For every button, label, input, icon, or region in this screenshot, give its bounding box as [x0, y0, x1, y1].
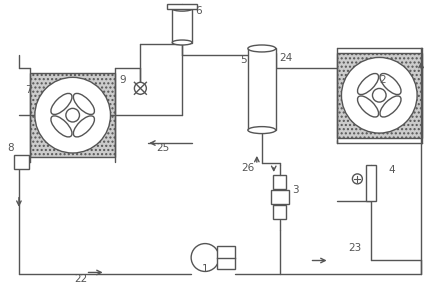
Circle shape: [66, 108, 79, 122]
Ellipse shape: [74, 93, 94, 114]
Text: 5: 5: [241, 56, 247, 65]
Ellipse shape: [172, 40, 192, 45]
Text: 7: 7: [26, 85, 32, 95]
Bar: [248, 48, 276, 130]
Ellipse shape: [248, 45, 276, 52]
Ellipse shape: [172, 6, 192, 11]
Circle shape: [191, 244, 219, 271]
Ellipse shape: [380, 96, 401, 117]
Text: 23: 23: [348, 242, 361, 253]
Ellipse shape: [358, 74, 379, 95]
Text: 24: 24: [279, 53, 292, 63]
Bar: [14, 155, 29, 169]
Text: 6: 6: [195, 6, 202, 16]
Text: 2: 2: [379, 75, 385, 85]
Text: 4: 4: [389, 165, 396, 175]
Bar: [273, 205, 287, 219]
Text: 26: 26: [241, 163, 255, 173]
Bar: [273, 175, 287, 189]
Text: 3: 3: [292, 185, 299, 195]
Text: 1: 1: [202, 264, 208, 274]
Ellipse shape: [248, 127, 276, 134]
Ellipse shape: [358, 96, 379, 117]
Circle shape: [134, 82, 146, 94]
Ellipse shape: [51, 116, 72, 137]
Text: 9: 9: [119, 75, 126, 85]
Bar: [217, 246, 235, 269]
Bar: [172, 9, 192, 42]
Bar: [337, 53, 422, 138]
Text: 25: 25: [157, 143, 170, 153]
Text: 8: 8: [8, 143, 14, 153]
Circle shape: [35, 77, 110, 153]
Text: 22: 22: [74, 274, 87, 285]
Circle shape: [373, 88, 386, 102]
Bar: [167, 4, 197, 9]
Circle shape: [342, 57, 417, 133]
Circle shape: [352, 174, 362, 184]
Bar: [366, 165, 376, 201]
Bar: [31, 73, 115, 157]
Bar: [271, 190, 289, 204]
Ellipse shape: [74, 116, 94, 137]
Ellipse shape: [380, 74, 401, 95]
Ellipse shape: [51, 93, 72, 114]
